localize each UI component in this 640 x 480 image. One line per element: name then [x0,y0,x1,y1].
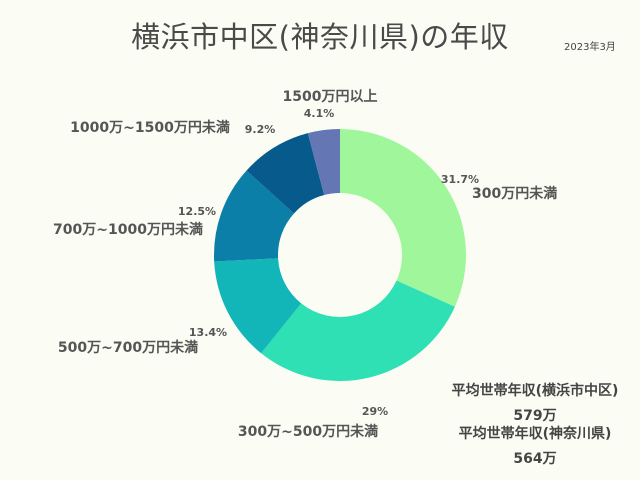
average-income-summary: 平均世帯年収(横浜市中区) 579万 [400,380,640,427]
category-label: 700万~1000万円未満 [53,221,203,238]
category-label: 500万~700万円未満 [58,339,198,356]
percent-label: 31.7% [441,173,479,186]
donut-slice [340,129,467,307]
donut-slice [261,280,455,382]
category-label: 300万円未満 [472,185,557,202]
category-label: 1000万~1500万円未満 [70,119,230,136]
donut-slice [307,129,340,196]
city-average-value: 579万 [513,408,557,424]
category-label: 1500万円以上 [283,89,378,105]
pref-average-value: 564万 [513,451,557,467]
donut-slice [214,170,294,262]
pref-average-summary: 平均世帯年収(神奈川県) 564万 [400,423,640,470]
percent-label: 29% [362,405,388,418]
percent-label: 9.2% [245,123,276,136]
donut-slice [246,133,325,214]
date-label: 2023年3月 [564,42,616,53]
percent-label: 13.4% [189,326,227,339]
category-label: 300万~500万円未満 [238,423,378,440]
donut-slice [214,258,302,354]
percent-label: 12.5% [178,205,216,218]
chart-title: 横浜市中区(神奈川県)の年収 [131,20,509,54]
percent-label: 4.1% [304,107,335,120]
city-average-label: 平均世帯年収(横浜市中区) [451,383,619,399]
pref-average-label: 平均世帯年収(神奈川県) [458,426,612,442]
